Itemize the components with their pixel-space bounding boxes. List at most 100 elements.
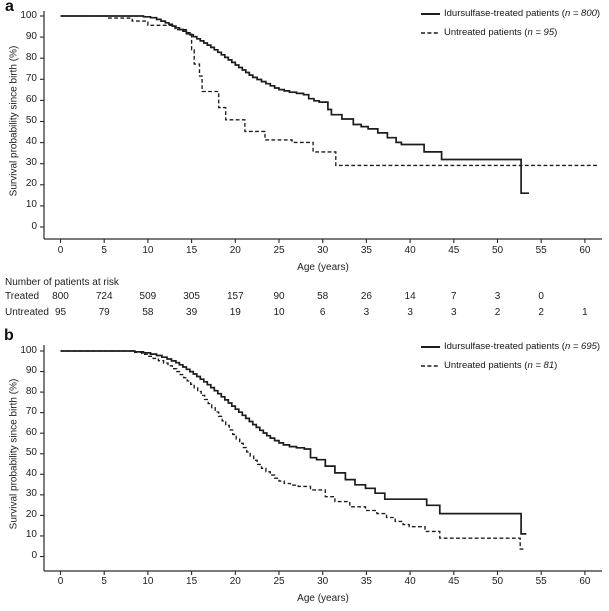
risk-count: 14 (404, 291, 416, 302)
x-tick-label: 35 (360, 576, 372, 587)
legend-label: Untreated patients ( (444, 27, 528, 38)
risk-count: 724 (95, 291, 113, 302)
x-tick-label: 30 (317, 245, 329, 256)
risk-count: 7 (451, 291, 457, 302)
x-tick-label: 15 (186, 576, 198, 587)
panel-b-legend-treated: Idursulfase-treated patients (n = 695) (421, 341, 600, 352)
risk-count: 2 (538, 307, 544, 318)
risk-count: 6 (319, 307, 326, 318)
y-tick-label: 50 (25, 447, 37, 459)
treated-curve-a (60, 15, 529, 195)
y-tick-label: 60 (25, 426, 37, 438)
x-tick-label: 40 (404, 245, 416, 256)
x-tick-label: 20 (229, 245, 241, 256)
risk-count: 3 (451, 307, 457, 318)
risk-count: 26 (360, 291, 372, 302)
untreated-curve-a (60, 15, 598, 167)
risk-count: 58 (317, 291, 329, 302)
legend-n-value: n = 81 (527, 360, 555, 371)
legend-suffix: ) (554, 360, 558, 371)
x-tick-label: 10 (142, 576, 154, 587)
risk-count: 3 (407, 307, 413, 318)
untreated-curve-b (60, 350, 524, 550)
risk-count: 800 (52, 291, 69, 302)
y-tick-label: 0 (31, 550, 37, 561)
dashed-line-sample-icon (421, 364, 440, 367)
x-tick-label: 10 (142, 245, 154, 256)
y-tick-label: 40 (25, 136, 37, 148)
x-tick-label: 60 (579, 245, 591, 256)
risk-count: 58 (142, 307, 154, 318)
panel-a-x-axis-label: Age (years) (297, 262, 349, 273)
x-tick-label: 20 (229, 576, 241, 587)
risk-row-label: Untreated (5, 307, 49, 318)
y-tick-label: 100 (20, 9, 37, 21)
y-tick-label: 60 (25, 93, 37, 105)
legend-label: Untreated patients ( (444, 360, 528, 371)
panel-a-legend-treated: Idursulfase-treated patients (n = 800) (421, 8, 600, 19)
panel-b-x-axis-label: Age (years) (297, 593, 349, 604)
y-tick-label: 70 (25, 406, 37, 418)
y-tick-label: 20 (25, 508, 37, 520)
x-tick-label: 50 (491, 245, 504, 256)
x-tick-label: 5 (101, 245, 107, 256)
y-tick-label: 50 (25, 115, 37, 126)
x-tick-label: 60 (579, 576, 591, 587)
y-tick-label: 90 (25, 365, 37, 377)
risk-count: 3 (494, 291, 501, 302)
legend-label: Idursulfase-treated patients ( (444, 8, 565, 19)
risk-row-label: Treated (5, 291, 40, 302)
x-tick-label: 0 (57, 245, 64, 256)
y-tick-label: 30 (25, 157, 37, 169)
x-tick-label: 50 (491, 576, 504, 587)
x-tick-label: 5 (101, 576, 107, 587)
risk-table-title: Number of patients at risk (5, 277, 119, 288)
y-tick-label: 70 (25, 72, 37, 84)
panel-a-legend-untreated: Untreated patients (n = 95) (421, 27, 557, 38)
y-tick-label: 80 (25, 385, 37, 397)
risk-count: 3 (363, 307, 370, 318)
legend-label: Idursulfase-treated patients ( (444, 341, 565, 352)
legend-suffix: ) (596, 341, 601, 352)
risk-count: 157 (226, 291, 244, 302)
y-tick-label: 0 (31, 220, 37, 232)
y-tick-label: 30 (25, 488, 37, 500)
risk-count: 0 (538, 291, 544, 302)
legend-n-value: n = 800 (564, 8, 597, 19)
treated-curve-b (60, 350, 527, 535)
legend-suffix: ) (554, 27, 558, 38)
solid-line-sample-icon (421, 345, 440, 348)
y-tick-label: 10 (25, 529, 37, 541)
y-tick-label: 90 (25, 30, 37, 42)
risk-count: 39 (186, 307, 198, 318)
risk-count: 509 (139, 291, 157, 302)
panel-a-letter: a (5, 0, 14, 15)
x-tick-label: 40 (404, 576, 416, 587)
risk-count: 305 (183, 291, 200, 302)
panel-b-letter: b (4, 327, 14, 344)
x-tick-label: 55 (535, 245, 547, 256)
x-tick-label: 15 (186, 245, 198, 256)
risk-count: 10 (273, 307, 285, 318)
risk-count: 90 (273, 291, 285, 302)
panel-b-legend-untreated: Untreated patients (n = 81) (421, 360, 557, 371)
y-tick-label: 10 (25, 199, 37, 211)
x-tick-label: 25 (273, 245, 285, 256)
x-tick-label: 45 (448, 245, 460, 256)
y-tick-label: 100 (20, 344, 37, 356)
risk-count: 79 (98, 307, 110, 318)
dashed-line-sample-icon (421, 31, 440, 34)
x-tick-label: 25 (273, 576, 285, 587)
x-tick-label: 45 (448, 576, 460, 587)
legend-n-value: n = 95 (527, 27, 555, 38)
risk-count: 1 (582, 307, 588, 318)
x-tick-label: 30 (317, 576, 329, 587)
x-tick-label: 35 (360, 245, 372, 256)
risk-count: 95 (54, 307, 67, 318)
solid-line-sample-icon (421, 12, 440, 15)
y-tick-label: 80 (25, 51, 37, 63)
risk-count: 2 (494, 307, 501, 318)
x-tick-label: 55 (535, 576, 547, 587)
